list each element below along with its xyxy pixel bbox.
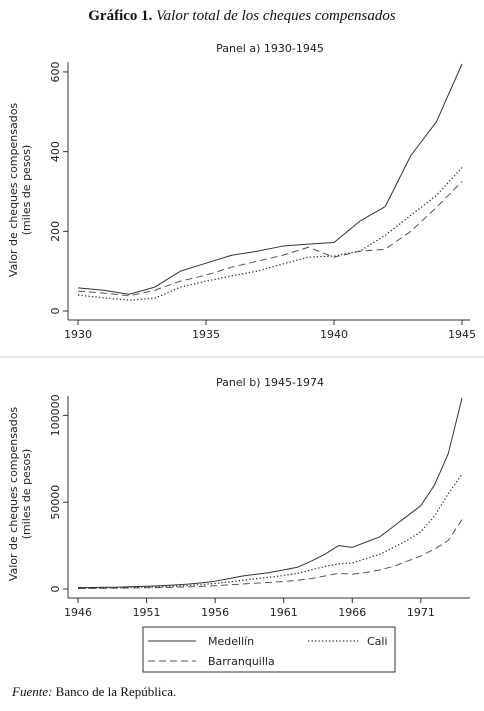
figure-title-text: Valor total de los cheques compensados: [156, 8, 396, 24]
legend-label-barranquilla: Barranquilla: [208, 655, 275, 668]
panel-b-ylabel-units: (miles de pesos): [20, 449, 33, 540]
panel-a-x-tick-label: 1940: [320, 328, 348, 341]
panel-a-plot: 0 200 400 600 1930 1935 1940 1945: [49, 61, 476, 341]
panel-a-x-tick-label: 1930: [64, 328, 92, 341]
panel-b-x-tick-label: 1946: [64, 606, 92, 619]
panel-b-series-medelln: [77, 397, 463, 589]
panel-b-y-tick-label: 0: [49, 586, 62, 593]
panel-a-title: Panel a) 1930-1945: [216, 42, 324, 55]
panel-a-ylabel-units: (miles de pesos): [20, 145, 33, 236]
source-note: Fuente: Banco de la República.: [12, 684, 176, 700]
panel-b-x-tick-label: 1951: [133, 606, 161, 619]
panel-b-series-barranquilla: [77, 519, 463, 589]
panel-b-background: [0, 362, 484, 680]
panel-b-x-tick-label: 1966: [338, 606, 366, 619]
figure-title: Gráfico 1. Valor total de los cheques co…: [0, 8, 484, 25]
panel-b-x-tick-label: 1971: [407, 606, 435, 619]
panel-b-plot: 0 50000 100000 1946 1951 1956 1961 1966 1971: [49, 394, 470, 619]
panel-b-y-tick-label: 50000: [49, 485, 62, 520]
legend-label-cali: Cali: [367, 635, 388, 648]
legend: Medellín Cali Barranquilla: [142, 626, 396, 673]
panel-b-series-cali: [77, 474, 463, 589]
source-text: Banco de la República.: [55, 684, 177, 699]
panel-a-y-tick-label: 400: [49, 141, 62, 162]
legend-box: [142, 626, 396, 673]
panel-b-x-tick-label: 1956: [201, 606, 229, 619]
panel-a-y-tick-label: 200: [49, 221, 62, 242]
panel-a-series-barranquilla: [77, 181, 463, 297]
panel-a-x-tick-label: 1935: [192, 328, 220, 341]
panel-a-background: [0, 35, 484, 353]
legend-label-medellin: Medellín: [208, 635, 254, 648]
panel-a-ylabel: Valor de cheques compensados: [7, 103, 20, 278]
panel-b-x-tick-label: 1961: [270, 606, 298, 619]
panel-b-y-tick-label: 100000: [49, 394, 62, 436]
panel-a-x-tick-label: 1945: [448, 328, 476, 341]
panel-a-series-cali: [77, 167, 463, 301]
panel-a: Panel a) 1930-1945 Valor de cheques comp…: [0, 35, 484, 353]
panel-a-y-tick-label: 0: [49, 308, 62, 315]
panel-a-y-tick-label: 600: [49, 61, 62, 82]
panel-a-series-medelln: [77, 63, 463, 295]
source-label: Fuente:: [12, 684, 53, 699]
panel-b-title: Panel b) 1945-1974: [216, 376, 324, 389]
panel-b: Panel b) 1945-1974 Valor de cheques comp…: [0, 362, 484, 680]
figure-title-prefix: Gráfico 1.: [88, 8, 153, 24]
panel-b-ylabel: Valor de cheques compensados: [7, 407, 20, 582]
